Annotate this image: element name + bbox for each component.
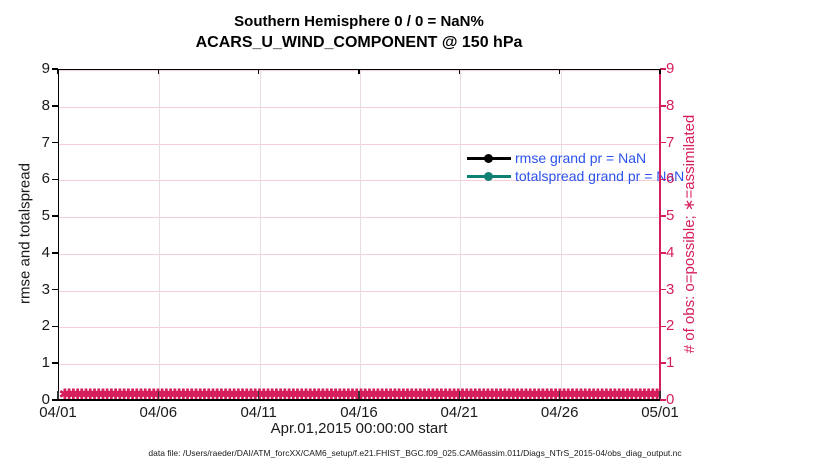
legend-item-label: totalspread grand pr = NaN xyxy=(515,168,685,184)
right-tick-mark xyxy=(660,68,666,70)
bottom-tick-mark xyxy=(358,391,360,399)
obs-count-marker-band: ✱✱✱✱✱✱✱✱✱✱✱✱✱✱✱✱✱✱✱✱✱✱✱✱✱✱✱✱✱✱✱✱✱✱✱✱✱✱✱✱… xyxy=(59,387,661,402)
y-tick-label-right: 8 xyxy=(666,96,675,114)
y-tick-label-right: 9 xyxy=(666,60,675,77)
bottom-tick-mark xyxy=(258,391,260,399)
legend-marker-circle-icon xyxy=(484,153,493,163)
x-tick-label: 04/01 xyxy=(39,404,77,421)
left-tick-mark xyxy=(52,325,58,328)
x-tick-label: 04/11 xyxy=(240,404,277,421)
y-tick-label-left: 2 xyxy=(41,317,50,335)
y-tick-label-right: 5 xyxy=(666,207,675,225)
x-tick-label: 04/06 xyxy=(139,404,178,421)
gridline xyxy=(59,143,660,145)
right-tick-mark xyxy=(660,325,666,328)
bottom-tick-mark xyxy=(458,391,460,399)
right-tick-mark xyxy=(660,105,666,107)
bottom-tick-mark xyxy=(157,391,159,399)
gridline xyxy=(59,327,660,329)
legend: rmse grand pr = NaN totalspread grand pr … xyxy=(467,149,684,185)
gridline xyxy=(59,290,660,292)
y-tick-label-right: 4 xyxy=(666,243,675,261)
plot-area: ✱✱✱✱✱✱✱✱✱✱✱✱✱✱✱✱✱✱✱✱✱✱✱✱✱✱✱✱✱✱✱✱✱✱✱✱✱✱✱✱… xyxy=(58,69,684,402)
plot-title-line1: Southern Hemisphere 0 / 0 = NaN% xyxy=(234,13,484,30)
top-tick-mark xyxy=(257,69,260,74)
left-tick-mark xyxy=(52,178,58,181)
x-tick-label: 04/16 xyxy=(340,404,378,421)
left-tick-mark xyxy=(52,362,58,364)
y-tick-label-right: 7 xyxy=(666,133,675,151)
gridline xyxy=(259,70,261,400)
gridline xyxy=(59,217,660,219)
y-tick-label-left: 7 xyxy=(41,133,50,151)
gridline xyxy=(460,70,462,400)
top-tick-mark xyxy=(157,69,160,74)
y-tick-label-left: 8 xyxy=(41,96,50,114)
x-axis-line xyxy=(58,399,660,401)
right-y-axis-line xyxy=(659,69,661,401)
left-tick-mark xyxy=(52,141,58,144)
right-tick-mark xyxy=(660,252,666,254)
bottom-tick-mark xyxy=(57,391,59,399)
x-axis-label: Apr.01,2015 00:00:00 start xyxy=(270,420,448,437)
right-tick-mark xyxy=(660,399,666,401)
top-tick-mark xyxy=(458,69,461,74)
top-tick-mark xyxy=(558,69,561,74)
gridline xyxy=(59,106,660,108)
legend-swatch xyxy=(467,167,511,185)
left-tick-mark xyxy=(52,215,58,217)
legend-item: totalspread grand pr = NaN xyxy=(467,167,684,185)
gridline xyxy=(59,364,660,366)
y-tick-label-right: 3 xyxy=(666,280,675,298)
top-tick-mark xyxy=(57,69,59,74)
x-tick-label: 04/21 xyxy=(440,404,479,421)
y-tick-label-right: 6 xyxy=(666,170,675,188)
x-tick-label: 05/01 xyxy=(641,404,679,421)
data-file-path: data file: /Users/raeder/DAI/ATM_forcXX/… xyxy=(148,448,682,458)
plot-title-line2: ACARS_U_WIND_COMPONENT @ 150 hPa xyxy=(195,34,523,51)
left-y-axis-label: rmse and totalspread xyxy=(16,163,34,304)
right-y-axis-label: # of obs: o=possible; ∗=assimilated xyxy=(681,114,698,354)
top-tick-mark xyxy=(358,69,360,74)
left-tick-mark xyxy=(52,252,58,254)
legend-swatch xyxy=(467,149,511,167)
legend-marker-circle-icon xyxy=(484,171,493,181)
right-tick-mark xyxy=(660,288,666,291)
bottom-tick-mark xyxy=(659,391,661,399)
legend-item-label: rmse grand pr = NaN xyxy=(515,150,647,166)
gridline xyxy=(560,70,562,400)
y-tick-label-left: 6 xyxy=(41,170,50,188)
y-tick-label-left: 9 xyxy=(41,60,50,77)
y-tick-label-right: 2 xyxy=(666,317,675,335)
legend-item: rmse grand pr = NaN xyxy=(467,149,684,167)
right-tick-mark xyxy=(660,215,666,217)
left-tick-mark xyxy=(52,105,58,107)
y-tick-label-left: 3 xyxy=(41,280,50,298)
y-tick-label-left: 4 xyxy=(41,243,50,261)
left-tick-mark xyxy=(52,288,58,291)
top-tick-mark xyxy=(659,69,661,74)
gridline xyxy=(360,70,361,400)
bottom-tick-mark xyxy=(559,391,561,399)
y-tick-label-right: 1 xyxy=(666,354,675,372)
right-tick-mark xyxy=(660,141,666,144)
plot-title: Southern Hemisphere 0 / 0 = NaN% ACARS_U… xyxy=(58,12,660,54)
gridline xyxy=(159,70,161,400)
y-tick-label-right: 0 xyxy=(666,391,675,408)
gridline xyxy=(59,253,660,255)
right-tick-mark xyxy=(660,178,666,181)
y-tick-label-left: 5 xyxy=(41,207,50,225)
y-tick-label-left: 0 xyxy=(41,391,50,408)
gridline xyxy=(59,180,660,182)
right-tick-mark xyxy=(660,362,666,364)
x-tick-label: 04/26 xyxy=(540,404,579,421)
left-tick-mark xyxy=(52,399,58,401)
left-tick-mark xyxy=(52,68,58,70)
y-tick-label-left: 1 xyxy=(41,354,50,372)
